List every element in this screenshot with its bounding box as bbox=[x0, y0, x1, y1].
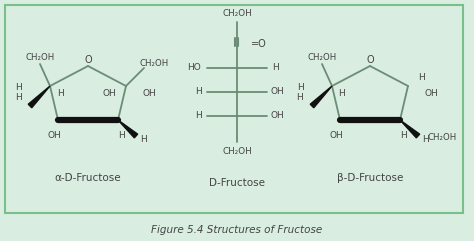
Polygon shape bbox=[28, 86, 50, 108]
Text: OH: OH bbox=[143, 89, 157, 99]
Polygon shape bbox=[310, 86, 332, 108]
Text: CH₂OH: CH₂OH bbox=[222, 9, 252, 19]
Text: CH₂OH: CH₂OH bbox=[428, 134, 457, 142]
Text: OH: OH bbox=[329, 132, 343, 141]
Polygon shape bbox=[118, 120, 137, 138]
Text: β-D-Fructose: β-D-Fructose bbox=[337, 173, 403, 183]
Text: CH₂OH: CH₂OH bbox=[26, 53, 55, 61]
Text: H: H bbox=[338, 89, 346, 99]
Text: CH₂OH: CH₂OH bbox=[307, 53, 337, 61]
Text: OH: OH bbox=[102, 89, 116, 99]
Text: H: H bbox=[15, 94, 21, 102]
Text: H: H bbox=[118, 132, 126, 141]
Text: CH₂OH: CH₂OH bbox=[139, 59, 169, 67]
Polygon shape bbox=[400, 120, 419, 138]
Text: O: O bbox=[366, 55, 374, 65]
Text: D-Fructose: D-Fructose bbox=[209, 178, 265, 188]
Text: =O: =O bbox=[251, 39, 267, 49]
Text: H: H bbox=[195, 112, 202, 120]
Text: CH₂OH: CH₂OH bbox=[222, 147, 252, 155]
Text: OH: OH bbox=[425, 89, 439, 99]
Text: H: H bbox=[272, 63, 279, 73]
Text: Figure 5.4 Structures of Fructose: Figure 5.4 Structures of Fructose bbox=[151, 225, 323, 235]
Text: H: H bbox=[195, 87, 202, 96]
Bar bbox=[5, 5, 463, 213]
Text: OH: OH bbox=[271, 112, 285, 120]
Text: H: H bbox=[140, 135, 147, 145]
Text: α-D-Fructose: α-D-Fructose bbox=[55, 173, 121, 183]
Text: H: H bbox=[15, 83, 22, 93]
Text: H: H bbox=[418, 74, 425, 82]
Text: H: H bbox=[422, 135, 429, 145]
Text: OH: OH bbox=[271, 87, 285, 96]
Text: HO: HO bbox=[187, 63, 201, 73]
Text: H: H bbox=[401, 132, 407, 141]
Text: H: H bbox=[297, 94, 303, 102]
Text: H: H bbox=[297, 83, 304, 93]
Text: OH: OH bbox=[47, 132, 61, 141]
Text: O: O bbox=[84, 55, 92, 65]
Text: H: H bbox=[56, 89, 64, 99]
